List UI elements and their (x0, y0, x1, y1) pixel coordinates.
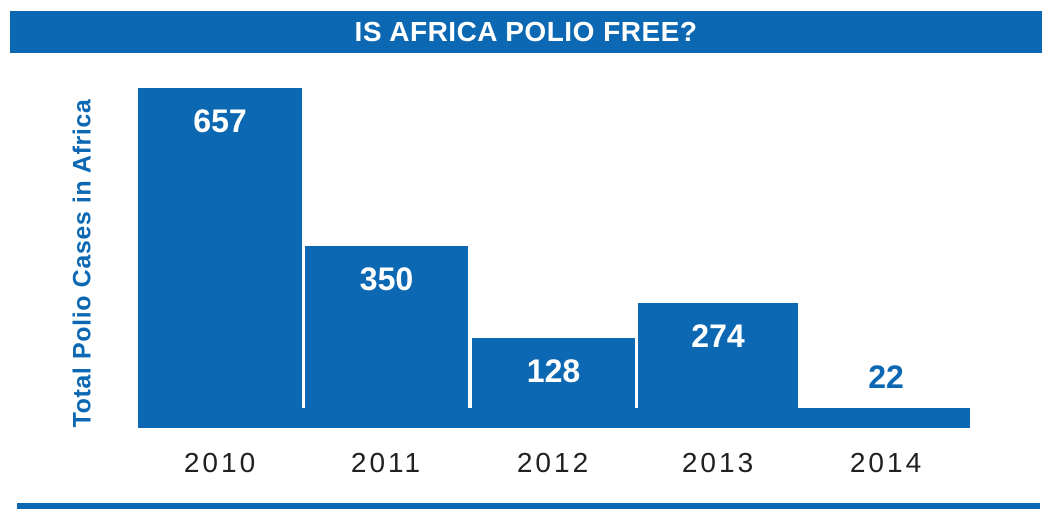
x-tick-2010: 2010 (183, 447, 259, 478)
bar-value-2014: 22 (868, 359, 904, 395)
x-tick-2013: 2013 (681, 447, 757, 478)
y-axis-label: Total Polio Cases in Africa (68, 98, 97, 428)
x-tick-2011: 2011 (350, 447, 424, 478)
bottom-divider (17, 503, 1040, 509)
chart-title: IS AFRICA POLIO FREE? (354, 16, 698, 47)
bar-value-2012: 128 (526, 353, 581, 389)
bar-value-2010: 657 (193, 103, 247, 139)
x-tick-2012: 2012 (516, 447, 592, 478)
bar-value-2013: 274 (691, 318, 745, 354)
title-bar: IS AFRICA POLIO FREE? (10, 11, 1042, 53)
bar-2010: 657 (138, 88, 302, 428)
bar-value-2011: 350 (359, 261, 414, 297)
x-tick-2014: 2014 (849, 447, 925, 478)
bar-2011: 350 (305, 246, 468, 428)
baseline-band (138, 408, 970, 428)
bar-2013: 274 (638, 303, 798, 428)
